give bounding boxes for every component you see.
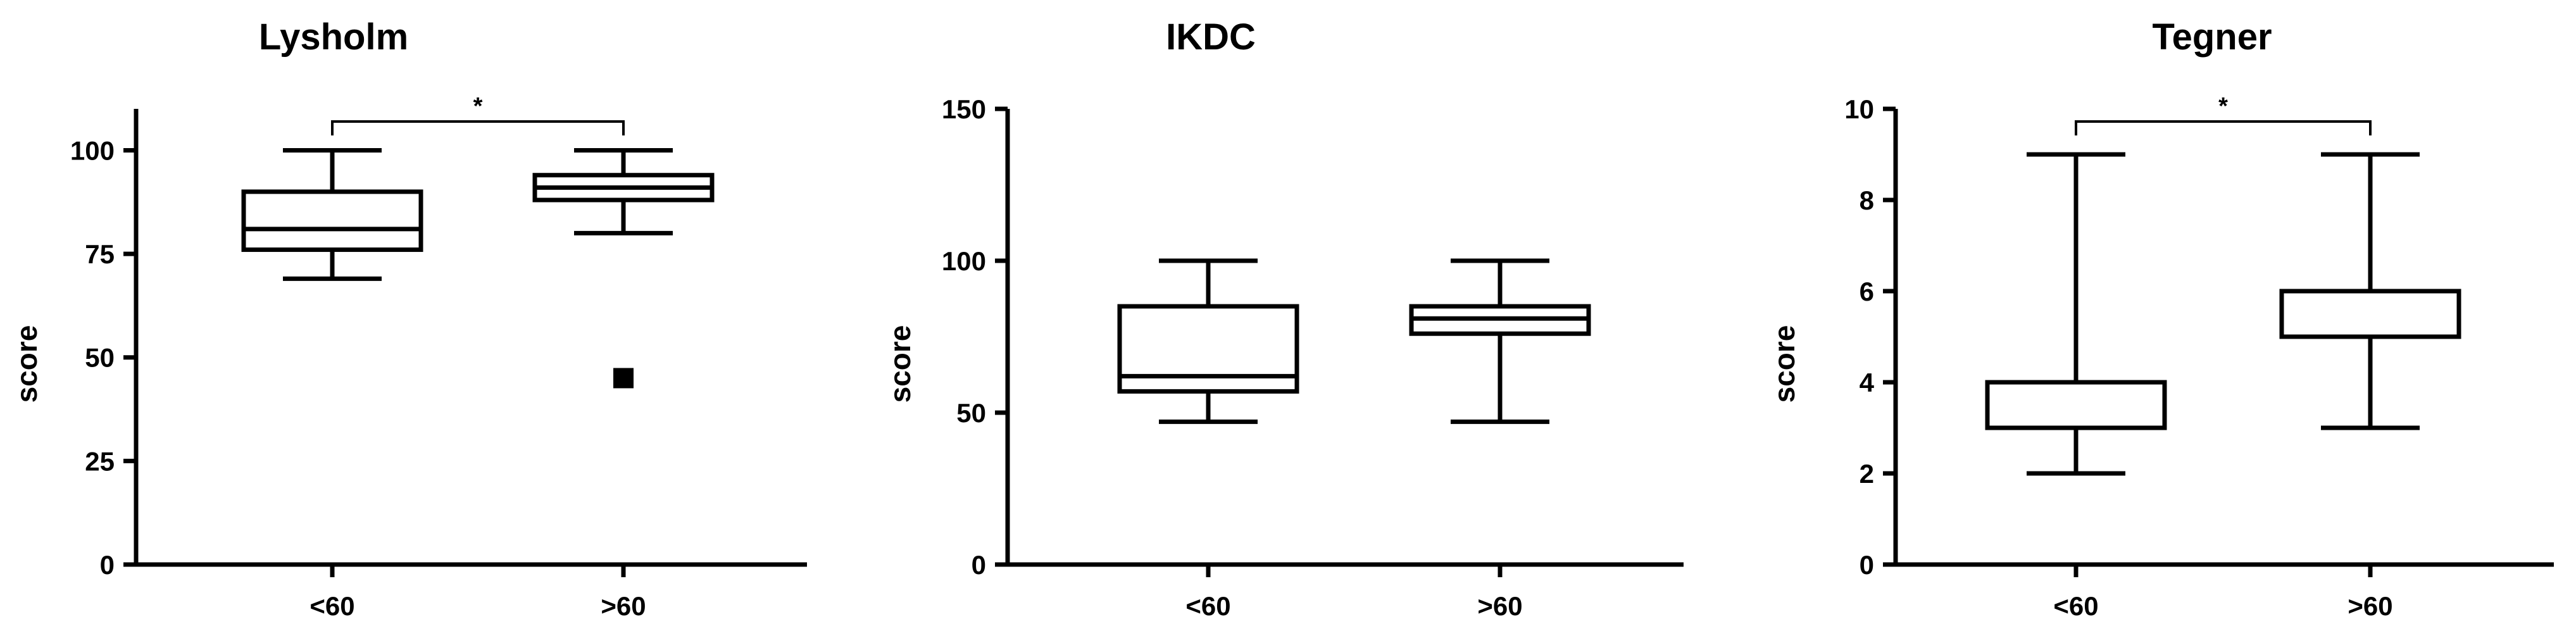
significance-bracket <box>2075 120 2372 135</box>
y-tick-label: 100 <box>70 135 115 165</box>
y-axis-label-tegner: score <box>1768 325 1801 403</box>
x-tick-label: >60 <box>2348 591 2392 621</box>
y-tick-label: 50 <box>85 343 115 373</box>
significance-label: * <box>2218 93 2228 120</box>
chart-title-ikdc: IKDC <box>1166 16 1256 58</box>
y-tick-label: 8 <box>1860 185 1874 215</box>
plot-marks-ikdc: 0 50 100 150 <60 >60 <box>942 94 1684 621</box>
y-tick-label: 75 <box>85 239 115 269</box>
plot-marks-tegner: 0 2 4 6 8 10 <60 >60 * <box>1844 93 2554 621</box>
iqr-box <box>1985 380 2167 430</box>
x-tick-label: >60 <box>601 591 646 621</box>
iqr-box <box>2279 289 2461 339</box>
y-axis-label-ikdc: score <box>884 325 916 403</box>
iqr-box <box>241 189 423 253</box>
chart-title-tegner: Tegner <box>2152 16 2272 58</box>
y-tick-label: 150 <box>942 94 986 124</box>
plot-marks-lysholm: 0 25 50 75 100 <60 >60 * <box>70 93 807 621</box>
y-tick-label: 6 <box>1860 277 1874 306</box>
y-tick-label: 25 <box>85 446 115 476</box>
x-tick-label: >60 <box>1477 591 1522 621</box>
y-tick-label: 0 <box>972 550 986 580</box>
x-tick-label: <60 <box>2053 591 2098 621</box>
y-axis-label-lysholm: score <box>10 325 43 403</box>
y-tick-label: 10 <box>1844 94 1874 124</box>
panel-ikdc: IKDC score 0 50 100 150 <60 >60 <box>884 16 1684 621</box>
y-tick-label: 0 <box>1860 550 1874 580</box>
significance-bracket <box>331 120 625 135</box>
iqr-box <box>1117 304 1299 394</box>
panel-lysholm: Lysholm score 0 25 50 75 100 <60 >60 * <box>10 16 807 621</box>
y-tick-label: 100 <box>942 246 986 276</box>
y-tick-label: 4 <box>1860 368 1875 397</box>
y-tick-label: 0 <box>100 550 115 580</box>
significance-label: * <box>473 93 483 120</box>
x-tick-label: <60 <box>309 591 354 621</box>
outlier-marker <box>613 368 634 389</box>
x-tick-label: <60 <box>1185 591 1230 621</box>
chart-title-lysholm: Lysholm <box>259 16 408 58</box>
y-tick-label: 50 <box>956 398 986 428</box>
y-tick-label: 2 <box>1860 459 1874 489</box>
panel-tegner: Tegner score 0 2 4 6 8 10 <60 >60 * <box>1768 16 2554 621</box>
